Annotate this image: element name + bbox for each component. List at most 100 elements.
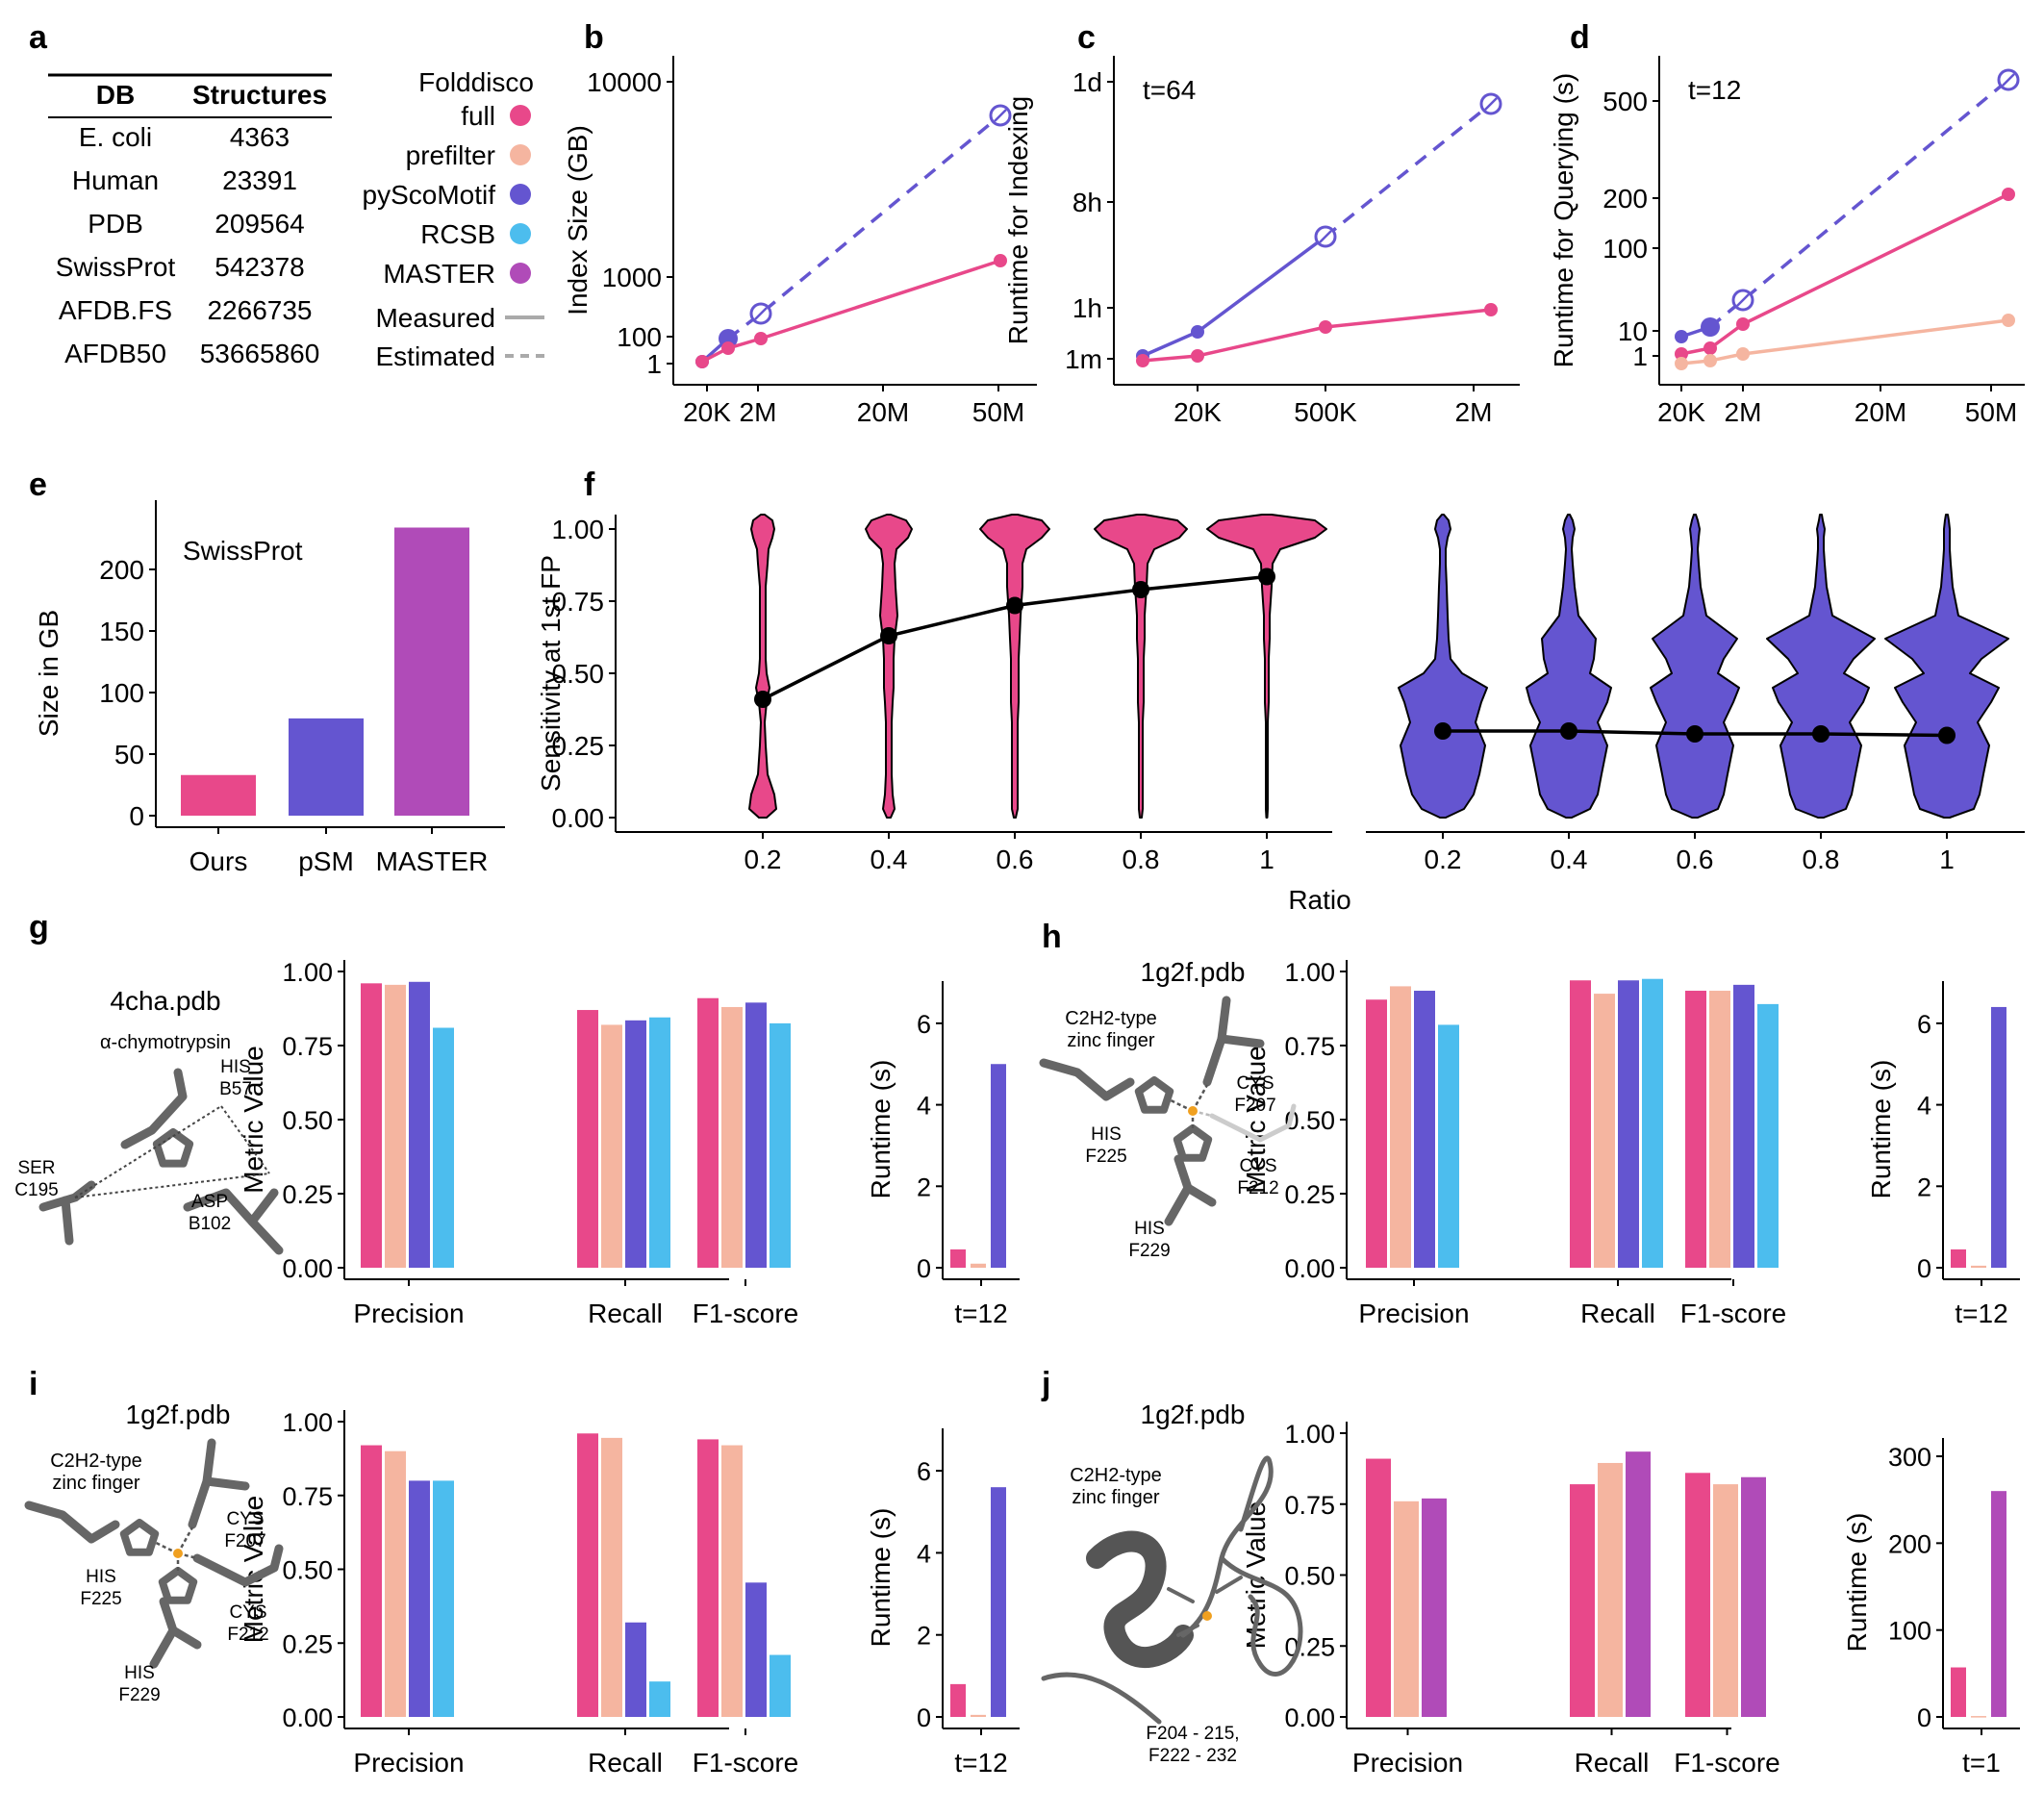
panel-h-runtime-ytick-label: 0	[1917, 1254, 1931, 1283]
panel-e-xtick-label: Ours	[189, 846, 248, 876]
panel-b-full-point	[695, 355, 709, 368]
panel-f-violin-pyscomotif-0.2	[1398, 514, 1488, 819]
structure-panel_i-coord-line	[176, 1526, 194, 1554]
structure-panel_i-coord-line	[153, 1540, 179, 1555]
panel-d-full-measured-line	[1680, 192, 2009, 356]
table-cell-structures: 23391	[222, 165, 297, 195]
panel-f-xtick-label: 1	[1939, 845, 1955, 874]
panel-g-bar-RCSB-Precision	[433, 1027, 454, 1268]
panel-i-bar-full-Recall	[577, 1433, 598, 1717]
panel-h-metrics-xtick-label: Recall	[1580, 1299, 1655, 1328]
panel-c-annotation: t=64	[1143, 75, 1196, 105]
panel-i-bar-pyScoMotif-Recall	[625, 1622, 646, 1717]
panel-g-metrics-ylabel: Metric Value	[239, 1046, 268, 1194]
panel-h-bar-RCSB-F1-score	[1757, 1003, 1779, 1268]
panel-j-runtime-ylabel: Runtime (s)	[1842, 1513, 1872, 1652]
panel-d-prefilter-point	[1703, 354, 1717, 367]
panel-f-ytick-label: 0.25	[552, 731, 605, 761]
panel-letter-f: f	[584, 467, 595, 503]
panel-b-xtick-label: 50M	[972, 397, 1024, 427]
structure-panel_i-cys207-sg	[188, 1476, 212, 1529]
structure-j-pdb-name: 1g2f.pdb	[1141, 1400, 1246, 1429]
structure-g-res-label: C195	[14, 1180, 58, 1200]
panel-e-ytick-label: 50	[114, 740, 144, 769]
panel-j-bar-prefilter-Precision	[1394, 1501, 1419, 1717]
panel-i-runtime-ytick-label: 2	[917, 1622, 931, 1651]
structure-j-helix	[1086, 1530, 1194, 1668]
table-cell-structures: 4363	[230, 122, 290, 152]
panel-i-bar-RCSB-Recall	[649, 1681, 670, 1717]
panel-letter-b: b	[584, 19, 604, 56]
panel-d-prefilter-point	[1736, 347, 1750, 361]
panel-d-pyScoMotif-estimated-line	[1708, 78, 2010, 329]
panel-h-runtime-xlabel: t=12	[1955, 1299, 2007, 1328]
panel-h-runtime-ytick-label: 4	[1917, 1092, 1931, 1121]
panel-h-bar-pyScoMotif-F1-score	[1733, 984, 1754, 1268]
panel-f-xtick-label: 0.4	[871, 845, 908, 874]
structure-h-res-label: F229	[1128, 1241, 1170, 1261]
structure-i-res-label: CYS	[226, 1509, 264, 1529]
panel-b-ytick-label: 1000	[602, 263, 662, 292]
structure-j-range-label: F222 - 232	[1148, 1746, 1237, 1766]
panel-c-full-point	[1484, 303, 1498, 316]
panel-d-xtick-label: 20K	[1657, 397, 1705, 427]
panel-g-metrics-ytick-label: 0.00	[282, 1254, 333, 1283]
panel-d-full-point	[1703, 341, 1717, 355]
panel-letter-j: j	[1041, 1366, 1050, 1402]
panel-g-runtime-ytick-label: 0	[917, 1254, 931, 1283]
panel-f-ylabel: Sensitivity at 1st FP	[536, 555, 566, 792]
panel-h-metrics-ytick-label: 0.00	[1284, 1254, 1335, 1283]
panel-f-full-mean-point	[1258, 568, 1275, 586]
structure-panel_h-pdb-name: 1g2f.pdb	[1141, 957, 1246, 987]
panel-h-runtime-bar-pyScoMotif	[1991, 1006, 2006, 1268]
legend-estimated-label: Estimated	[376, 341, 496, 371]
panel-i-bar-pyScoMotif-Precision	[409, 1480, 430, 1717]
panel-j-runtime-bar-full	[1951, 1667, 1966, 1717]
structure-h-res-label: F225	[1085, 1147, 1126, 1167]
panel-f-xtick-label: 0.4	[1551, 845, 1588, 874]
panel-d-xtick-label: 20M	[1855, 397, 1906, 427]
panel-g-metrics-ytick-label: 0.75	[282, 1032, 333, 1061]
panel-j-runtime-xlabel: t=1	[1962, 1748, 2001, 1778]
panel-d-ytick-label: 1	[1632, 341, 1648, 371]
panel-g-runtime-bar-pyScoMotif	[991, 1064, 1006, 1268]
structure-panel_i-cys212-chain	[192, 1544, 284, 1587]
panel-e-ytick-label: 150	[99, 617, 144, 646]
structure-i-res-label: HIS	[86, 1567, 116, 1587]
panel-j-bar-prefilter-Recall	[1598, 1462, 1623, 1717]
structure-j-zinc-ion	[1202, 1611, 1212, 1621]
panel-h-metrics-ytick-label: 1.00	[1284, 958, 1335, 987]
structure-panel_h-motif: C2H2-type	[1065, 1008, 1157, 1029]
panel-h-bar-pyScoMotif-Precision	[1414, 991, 1435, 1268]
structure-i-res-label: HIS	[124, 1663, 155, 1683]
structure-panel_h-cys207-sg	[1202, 1034, 1226, 1087]
panel-letter-d: d	[1570, 19, 1590, 56]
panel-f-pyScoMotif-mean-point	[1938, 726, 1956, 744]
panel-g-metrics-xtick-label: F1-score	[693, 1299, 798, 1328]
table-header-db: DB	[96, 80, 135, 110]
panel-f-violin-pyscomotif-0.8	[1766, 514, 1876, 819]
legend-title: Folddisco	[418, 67, 534, 97]
panel-d-ytick-label: 10	[1618, 316, 1648, 346]
table-cell-db: AFDB.FS	[59, 295, 172, 325]
table-cell-db: SwissProt	[56, 252, 176, 282]
structure-panel_h-coord-line	[1168, 1097, 1194, 1113]
table-cell-db: AFDB50	[64, 339, 166, 368]
panel-j-metrics-ytick-label: 0.00	[1284, 1703, 1335, 1732]
panel-i-metrics-xtick-label: Precision	[353, 1748, 464, 1778]
panel-g-bar-full-Precision	[361, 983, 382, 1268]
structure-j-motif: zinc finger	[1072, 1487, 1159, 1508]
panel-f-violin-full-0.8	[1094, 514, 1188, 819]
panel-j-metrics-ytick-label: 0.75	[1284, 1491, 1335, 1520]
panel-e-bar-Ours	[181, 774, 256, 816]
panel-d-xtick-label: 50M	[1965, 397, 2017, 427]
legend-swatch-MASTER	[510, 263, 531, 284]
panel-d-pyScoMotif-estimated-mark	[1736, 293, 1750, 307]
panel-c-ytick-label: 1m	[1065, 344, 1102, 374]
structure-g-protein-name: α-chymotrypsin	[100, 1032, 231, 1053]
panel-i-bar-pyScoMotif-F1-score	[745, 1582, 767, 1717]
table-cell-structures: 209564	[214, 209, 304, 239]
panel-g-runtime-ylabel: Runtime (s)	[866, 1060, 896, 1199]
panel-d-pyScoMotif-estimated-mark	[2002, 73, 2015, 87]
panel-e-ytick-label: 100	[99, 678, 144, 708]
